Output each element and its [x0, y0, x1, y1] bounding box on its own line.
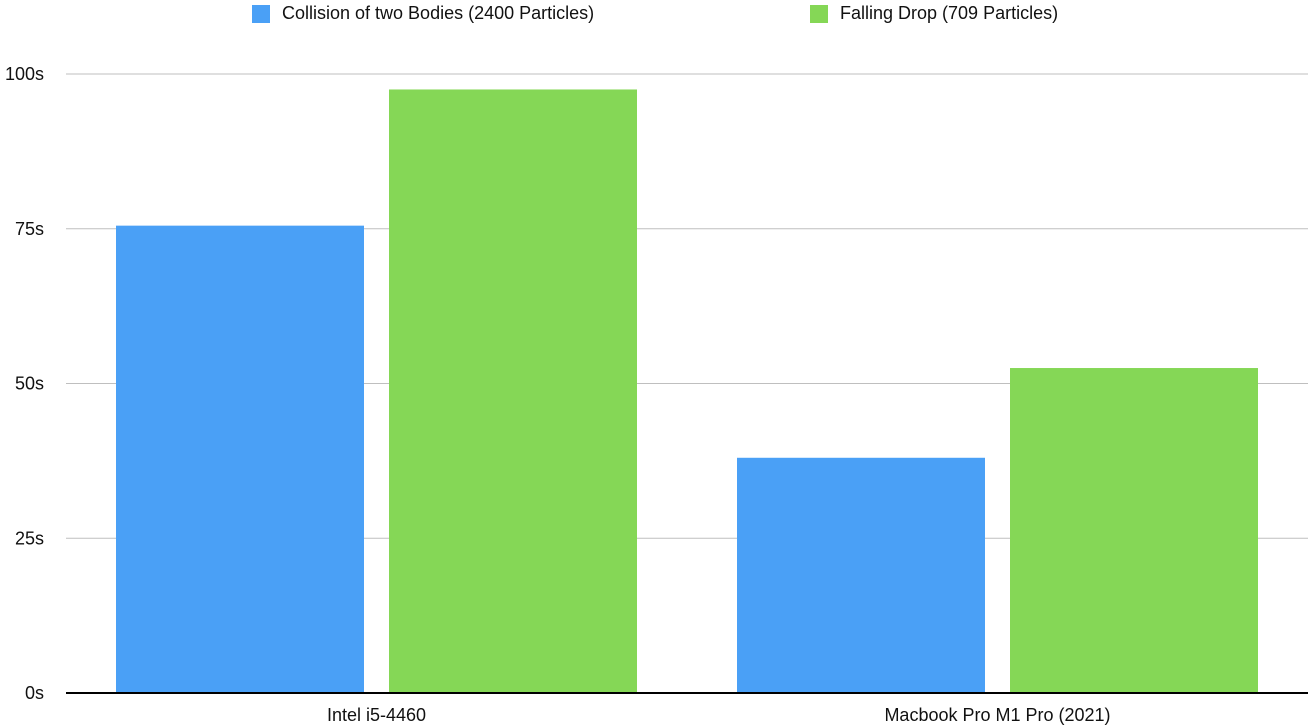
y-tick-label: 75s [15, 219, 44, 239]
legend-swatch-series-1 [252, 4, 270, 23]
y-tick-label: 25s [15, 528, 44, 548]
legend-item-series-2: Falling Drop (709 Particles) [810, 3, 1058, 24]
axes: 0s 25s 50s 75s 100s Intel i5-4460 Macbook Pro … [5, 64, 1308, 725]
y-tick-label: 0s [25, 683, 44, 703]
bar-1-2 [737, 457, 985, 693]
bar-2-1 [389, 89, 637, 694]
x-tick-label: Intel i5-4460 [327, 705, 426, 725]
legend-swatch-series-2 [810, 4, 828, 23]
legend-label-series-1: Collision of two Bodies (2400 Particles) [282, 3, 595, 23]
legend: Collision of two Bodies (2400 Particles)… [0, 3, 1308, 25]
bars [116, 89, 1258, 694]
y-tick-label: 50s [15, 374, 44, 394]
x-tick-label: Macbook Pro M1 Pro (2021) [884, 705, 1110, 725]
legend-label-series-2: Falling Drop (709 Particles) [840, 3, 1059, 23]
y-tick-label: 100s [5, 64, 44, 84]
bar-1-1 [116, 225, 364, 693]
bar-2-2 [1010, 368, 1258, 693]
legend-item-series-1: Collision of two Bodies (2400 Particles) [252, 3, 594, 24]
